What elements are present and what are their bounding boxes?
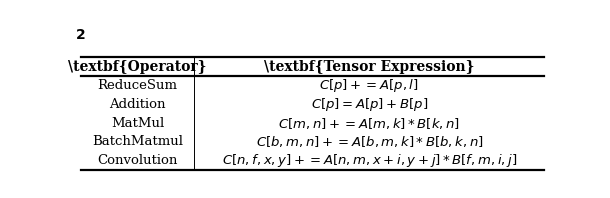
- Text: $C[m,n]+=A[m,k]*B[k,n]$: $C[m,n]+=A[m,k]*B[k,n]$: [278, 116, 461, 131]
- Text: $C[p]=A[p]+B[p]$: $C[p]=A[p]+B[p]$: [311, 96, 428, 113]
- Text: Convolution: Convolution: [98, 154, 178, 167]
- Text: $C[n,f,x,y]+=A[n,m,x+i,y+j]*B[f,m,i,j]$: $C[n,f,x,y]+=A[n,m,x+i,y+j]*B[f,m,i,j]$: [221, 152, 517, 169]
- Text: BatchMatmul: BatchMatmul: [92, 135, 183, 148]
- Text: MatMul: MatMul: [111, 117, 164, 130]
- Text: 2: 2: [76, 28, 86, 42]
- Text: \textbf{Tensor Expression}: \textbf{Tensor Expression}: [264, 60, 475, 74]
- Text: ReduceSum: ReduceSum: [98, 79, 178, 92]
- Text: \textbf{Operator}: \textbf{Operator}: [68, 60, 207, 74]
- Text: Addition: Addition: [109, 98, 166, 111]
- Text: $C[p]+=A[p,l]$: $C[p]+=A[p,l]$: [320, 77, 419, 94]
- Text: $C[b,m,n]+=A[b,m,k]*B[b,k,n]$: $C[b,m,n]+=A[b,m,k]*B[b,k,n]$: [256, 134, 483, 149]
